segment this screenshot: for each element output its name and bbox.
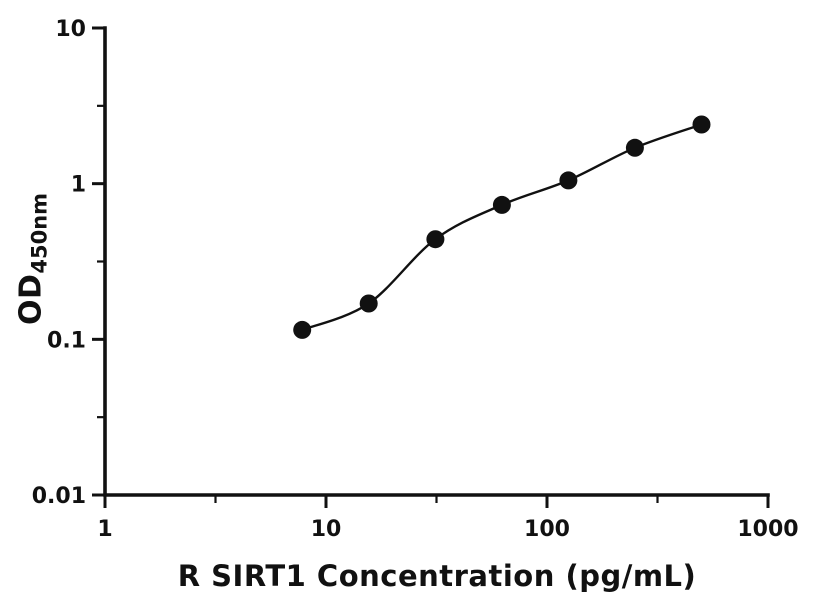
data-point xyxy=(359,294,378,313)
data-point xyxy=(426,230,445,249)
x-tick-label: 1000 xyxy=(737,517,798,542)
y-axis-title: OD450nm xyxy=(13,192,52,326)
y-tick-label: 1 xyxy=(71,173,86,198)
y-tick-label: 10 xyxy=(55,17,86,42)
y-axis-title-subscript: 450nm xyxy=(27,192,52,274)
x-tick-label: 10 xyxy=(311,517,342,542)
y-tick-label: 0.01 xyxy=(32,484,86,509)
data-point xyxy=(492,195,511,214)
axis-frame xyxy=(103,26,770,497)
x-tick-label: 1 xyxy=(97,517,112,542)
x-tick-label: 100 xyxy=(524,517,570,542)
y-axis-title-main: OD xyxy=(13,273,49,326)
y-tick-label: 0.1 xyxy=(47,328,86,353)
data-point xyxy=(692,115,711,134)
data-point xyxy=(625,138,644,157)
x-axis-title: R SIRT1 Concentration (pg/mL) xyxy=(177,559,697,593)
data-point xyxy=(293,320,312,339)
data-point xyxy=(559,171,578,190)
